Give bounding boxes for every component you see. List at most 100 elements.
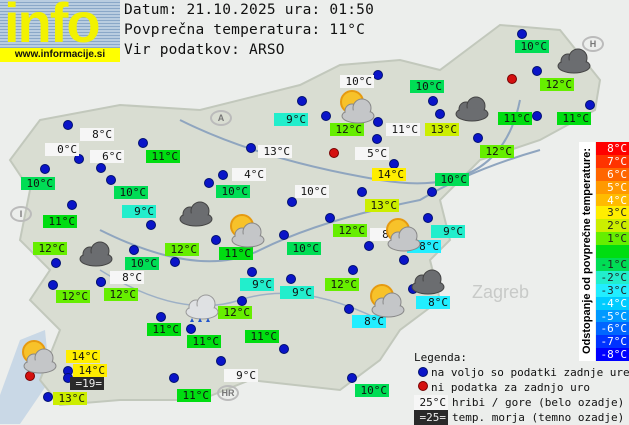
average-temperature: Povprečna temperatura: 11°C	[124, 22, 366, 38]
partly-cloudy-icon	[222, 212, 268, 252]
station-marker[interactable]	[67, 200, 77, 210]
country-marker-hr: HR	[217, 385, 239, 401]
legend-title: Legenda:	[414, 351, 467, 364]
station-marker[interactable]	[237, 296, 247, 306]
station-marker[interactable]	[399, 255, 409, 265]
station-marker[interactable]	[246, 143, 256, 153]
station-marker[interactable]	[287, 197, 297, 207]
temperature-label: 9°C	[240, 278, 274, 291]
station-marker[interactable]	[218, 170, 228, 180]
temperature-label: 10°C	[216, 185, 250, 198]
scale-row: -2°C	[596, 270, 629, 284]
station-marker[interactable]	[357, 187, 367, 197]
station-marker[interactable]	[585, 100, 595, 110]
legend-missing: ni podatka za zadnjo uro	[414, 380, 590, 395]
station-marker[interactable]	[372, 134, 382, 144]
temperature-label: 11°C	[386, 123, 420, 136]
deviation-scale: 8°C 7°C 6°C 5°C 4°C 3°C 2°C 1°C -1°C -2°C -3°C -4°C…	[596, 142, 629, 361]
country-marker-i: I	[10, 206, 32, 222]
legend-hill: 25°C hribi / gore (belo ozadje)	[414, 395, 624, 410]
station-marker[interactable]	[48, 280, 58, 290]
station-marker[interactable]	[96, 163, 106, 173]
station-marker[interactable]	[63, 120, 73, 130]
hill-sample: 25°C	[414, 395, 448, 410]
legend-hill-text: hribi / gore (belo ozadje)	[452, 396, 625, 409]
temperature-label: 11°C	[177, 389, 211, 402]
country-marker-h: H	[582, 36, 604, 52]
station-missing-marker[interactable]	[507, 74, 517, 84]
station-marker[interactable]	[279, 344, 289, 354]
station-marker[interactable]	[428, 96, 438, 106]
scale-row: -3°C	[596, 283, 629, 297]
station-marker[interactable]	[96, 277, 106, 287]
station-marker[interactable]	[427, 187, 437, 197]
station-marker[interactable]	[138, 138, 148, 148]
temperature-label: 12°C	[56, 290, 90, 303]
station-marker[interactable]	[423, 213, 433, 223]
temperature-label: 9°C	[280, 286, 314, 299]
temperature-label: 12°C	[480, 145, 514, 158]
station-marker[interactable]	[532, 66, 542, 76]
temperature-label: 10°C	[410, 80, 444, 93]
station-marker[interactable]	[43, 392, 53, 402]
station-marker[interactable]	[347, 373, 357, 383]
scale-row: 1°C	[596, 232, 629, 245]
station-marker[interactable]	[40, 164, 50, 174]
station-marker[interactable]	[517, 29, 527, 39]
temperature-label: 12°C	[104, 288, 138, 301]
station-marker[interactable]	[473, 133, 483, 143]
station-marker[interactable]	[532, 111, 542, 121]
station-missing-marker[interactable]	[329, 148, 339, 158]
station-marker[interactable]	[373, 117, 383, 127]
station-marker[interactable]	[247, 267, 257, 277]
station-marker[interactable]	[74, 154, 84, 164]
temperature-label: 10°C	[515, 40, 549, 53]
temperature-label: 11°C	[498, 112, 532, 125]
date-line: Datum: 21.10.2025 ura: 01:50	[124, 2, 375, 18]
temperature-label: 12°C	[325, 278, 359, 291]
temperature-label: 10°C	[125, 257, 159, 270]
station-marker[interactable]	[435, 109, 445, 119]
station-marker[interactable]	[321, 111, 331, 121]
station-marker[interactable]	[286, 274, 296, 284]
temperature-label: 12°C	[330, 123, 364, 136]
temperature-label: 11°C	[219, 247, 253, 260]
station-marker[interactable]	[364, 241, 374, 251]
temperature-label: 0°C	[45, 143, 79, 156]
data-source: Vir podatkov: ARSO	[124, 42, 285, 58]
scale-row: 2°C	[596, 219, 629, 232]
station-marker[interactable]	[169, 373, 179, 383]
scale-row	[596, 245, 629, 259]
station-marker[interactable]	[325, 213, 335, 223]
station-marker[interactable]	[106, 175, 116, 185]
station-marker[interactable]	[348, 265, 358, 275]
partly-cloudy-icon	[362, 282, 408, 322]
station-marker[interactable]	[216, 356, 226, 366]
temperature-label: 12°C	[165, 243, 199, 256]
station-marker[interactable]	[344, 304, 354, 314]
station-marker[interactable]	[170, 257, 180, 267]
cloudy-icon	[170, 197, 216, 237]
scale-row: 4°C	[596, 193, 629, 207]
station-marker[interactable]	[297, 96, 307, 106]
temperature-label: 13°C	[365, 199, 399, 212]
logo[interactable]: info www.informacije.si	[0, 0, 120, 62]
station-marker[interactable]	[156, 312, 166, 322]
station-marker[interactable]	[51, 258, 61, 268]
cloudy-icon	[548, 44, 594, 84]
station-marker[interactable]	[373, 70, 383, 80]
country-marker-a: A	[210, 110, 232, 126]
temperature-label: 11°C	[187, 335, 221, 348]
scale-row: 7°C	[596, 154, 629, 168]
scale-row: 5°C	[596, 180, 629, 194]
station-marker[interactable]	[204, 178, 214, 188]
station-marker[interactable]	[129, 245, 139, 255]
temperature-label: 11°C	[557, 112, 591, 125]
logo-url[interactable]: www.informacije.si	[0, 48, 120, 62]
temperature-label: 10°C	[435, 173, 469, 186]
station-marker[interactable]	[146, 220, 156, 230]
station-marker[interactable]	[186, 324, 196, 334]
station-marker[interactable]	[279, 230, 289, 240]
temperature-label: 11°C	[245, 330, 279, 343]
station-marker[interactable]	[211, 235, 221, 245]
